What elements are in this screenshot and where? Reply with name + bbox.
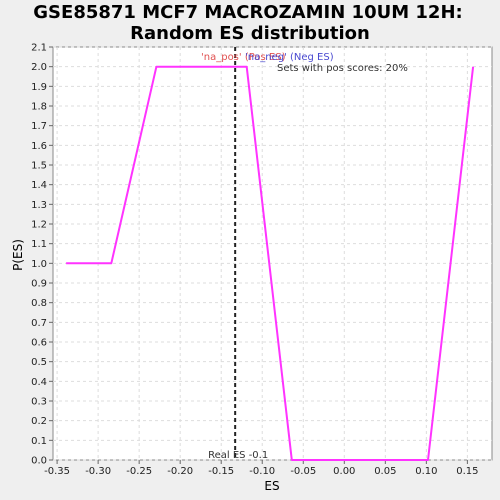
y-tick-label: 1.9 [31, 82, 47, 93]
x-tick-label: -0.10 [249, 466, 275, 477]
y-tick-label: 1.2 [31, 220, 47, 231]
series-line [66, 65, 475, 461]
plot-area [52, 46, 493, 461]
y-tick-label: 1.6 [31, 141, 47, 152]
y-tick-label: 2.1 [31, 43, 47, 54]
x-tick-label: -0.25 [126, 466, 152, 477]
y-tick-label: 0.4 [31, 377, 47, 388]
pos-score-percent: Sets with pos scores: 20% [277, 63, 408, 74]
x-tick-label: -0.05 [290, 466, 316, 477]
neg-es-legend: 'na_neg' (Neg ES) [245, 52, 334, 63]
y-tick-label: 0.7 [31, 318, 47, 329]
x-tick-label: 0.15 [456, 466, 478, 477]
y-tick-label: 1.0 [31, 259, 47, 270]
y-tick-label: 1.5 [31, 161, 47, 172]
y-tick-label: 0.6 [31, 338, 47, 349]
grid-lines [53, 46, 492, 461]
y-tick-label: 1.8 [31, 102, 47, 113]
x-axis-label: ES [264, 479, 279, 493]
pos-es-legend: 'na_pos' (Pos ES) [201, 52, 286, 63]
chart-title-line-1: GSE85871 MCF7 MACROZAMIN 10UM 12H: [33, 2, 462, 23]
x-tick-label: -0.15 [208, 466, 234, 477]
y-tick-label: 0.5 [31, 357, 47, 368]
chart-title-line-2: Random ES distribution [130, 23, 370, 44]
x-tick-label: 0.00 [333, 466, 355, 477]
axis-ticks: 0.0 0.1 0.2 0.3 0.4 0.5 0.6 0.7 0.8 0.9 1.0 1.1 1.2 1… [31, 43, 478, 478]
y-tick-label: 1.4 [31, 180, 47, 191]
y-tick-label: 1.7 [31, 121, 47, 132]
y-tick-label: 0.9 [31, 279, 47, 290]
x-tick-label: -0.35 [44, 466, 70, 477]
x-tick-label: -0.20 [167, 466, 193, 477]
x-tick-label: -0.30 [85, 466, 111, 477]
y-axis-label: P(ES) [11, 239, 25, 271]
y-tick-label: 0.8 [31, 298, 47, 309]
x-tick-label: 0.10 [415, 466, 437, 477]
y-tick-label: 0.3 [31, 397, 47, 408]
y-tick-label: 0.2 [31, 416, 47, 427]
x-tick-label: 0.05 [374, 466, 396, 477]
y-tick-label: 1.1 [31, 239, 47, 250]
annotations: 'na_pos' (Pos ES)'na_neg' (Neg ES)Sets w… [201, 52, 408, 74]
real-es-label: Real ES -0.1 [208, 450, 268, 461]
y-tick-label: 0.1 [31, 436, 47, 447]
real-es-marker: Real ES -0.1 [208, 47, 268, 461]
series-lines [66, 65, 475, 461]
y-tick-label: 2.0 [31, 62, 47, 73]
y-tick-label: 0.0 [31, 456, 47, 467]
y-tick-label: 1.3 [31, 200, 47, 211]
